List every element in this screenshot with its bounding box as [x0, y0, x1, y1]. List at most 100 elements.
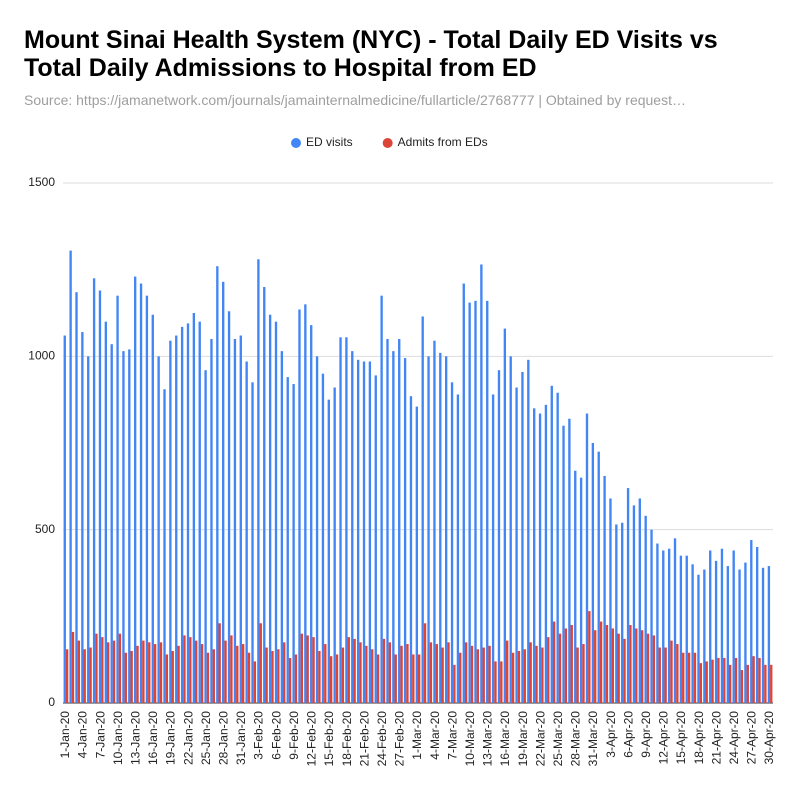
bar: [468, 302, 471, 703]
bar: [371, 649, 374, 703]
bar: [251, 382, 254, 703]
bar: [591, 443, 595, 703]
bar: [486, 300, 489, 703]
bar: [635, 628, 638, 703]
bar: [200, 644, 204, 703]
bar: [652, 635, 656, 703]
x-tick-label: 4-Jan-20: [76, 711, 90, 759]
bar: [245, 361, 248, 703]
bar: [351, 351, 354, 703]
bar: [497, 370, 501, 703]
x-tick-label: 31-Mar-20: [586, 711, 600, 767]
bar: [130, 651, 133, 703]
x-tick-label: 18-Feb-20: [340, 711, 354, 767]
bar: [157, 356, 160, 703]
legend-swatch: [291, 138, 301, 148]
bar: [112, 640, 116, 703]
bar: [153, 644, 157, 703]
y-tick-label: 1000: [28, 349, 55, 363]
bar: [380, 295, 383, 703]
bar: [723, 657, 726, 703]
x-tick-label: 13-Jan-20: [129, 711, 143, 765]
bar: [691, 564, 694, 703]
x-tick-label: 13-Mar-20: [481, 711, 495, 767]
bar: [300, 633, 303, 703]
bar: [227, 311, 231, 703]
x-tick-label: 10-Mar-20: [463, 711, 477, 767]
bar: [703, 569, 706, 703]
bar: [640, 630, 644, 703]
bar: [183, 635, 186, 703]
bar: [400, 645, 403, 703]
bar: [175, 335, 178, 703]
bar: [280, 351, 284, 703]
bar: [709, 550, 712, 703]
y-tick-label: 500: [35, 522, 55, 536]
bar: [626, 488, 630, 703]
bar: [104, 321, 108, 703]
bar: [151, 314, 154, 703]
bar: [676, 644, 679, 703]
x-tick-label: 22-Mar-20: [533, 711, 547, 767]
bar: [374, 375, 377, 703]
bar: [515, 387, 518, 703]
bar: [77, 640, 81, 703]
bar: [376, 654, 380, 703]
bar: [582, 644, 585, 703]
bar: [746, 664, 749, 703]
bar: [257, 259, 260, 703]
bar: [658, 647, 661, 703]
bar: [359, 642, 362, 703]
bar: [697, 574, 700, 703]
bar: [444, 356, 448, 703]
bar: [321, 373, 325, 703]
bar: [623, 638, 626, 703]
bar: [585, 413, 589, 703]
bar: [556, 392, 559, 703]
x-tick-label: 25-Mar-20: [551, 711, 565, 767]
bar: [236, 645, 239, 703]
bar: [394, 654, 397, 703]
x-tick-label: 22-Jan-20: [181, 711, 195, 765]
bar: [107, 642, 110, 703]
x-tick-label: 3-Feb-20: [252, 711, 266, 760]
bar: [632, 505, 636, 703]
bar: [388, 642, 392, 703]
x-tick-label: 30-Apr-20: [762, 711, 776, 765]
bar: [538, 413, 542, 703]
bar: [224, 640, 227, 703]
x-tick-label: 9-Feb-20: [287, 711, 301, 760]
bar: [65, 649, 69, 703]
bar: [670, 640, 673, 703]
bar: [353, 638, 356, 703]
bar: [294, 654, 298, 703]
bar: [488, 645, 491, 703]
bar: [726, 566, 729, 703]
x-tick-label: 6-Apr-20: [621, 711, 635, 758]
bar: [562, 425, 565, 703]
bar: [339, 337, 342, 703]
bar: [75, 292, 78, 703]
bar: [435, 644, 438, 703]
bar: [122, 351, 125, 703]
bar: [204, 370, 207, 703]
bar: [206, 652, 210, 703]
bar: [711, 659, 714, 703]
bar: [171, 651, 174, 703]
bar: [450, 382, 454, 703]
x-tick-label: 19-Mar-20: [516, 711, 530, 767]
bar: [644, 515, 647, 703]
bar: [552, 621, 556, 703]
bar: [83, 649, 86, 703]
bar: [511, 652, 515, 703]
bar: [527, 359, 530, 703]
x-tick-label: 16-Jan-20: [146, 711, 160, 765]
bar: [412, 654, 415, 703]
bar: [101, 637, 104, 703]
bar: [362, 361, 366, 703]
bar: [462, 283, 465, 703]
bar: [333, 387, 336, 703]
bar: [398, 339, 401, 703]
bar: [212, 649, 215, 703]
